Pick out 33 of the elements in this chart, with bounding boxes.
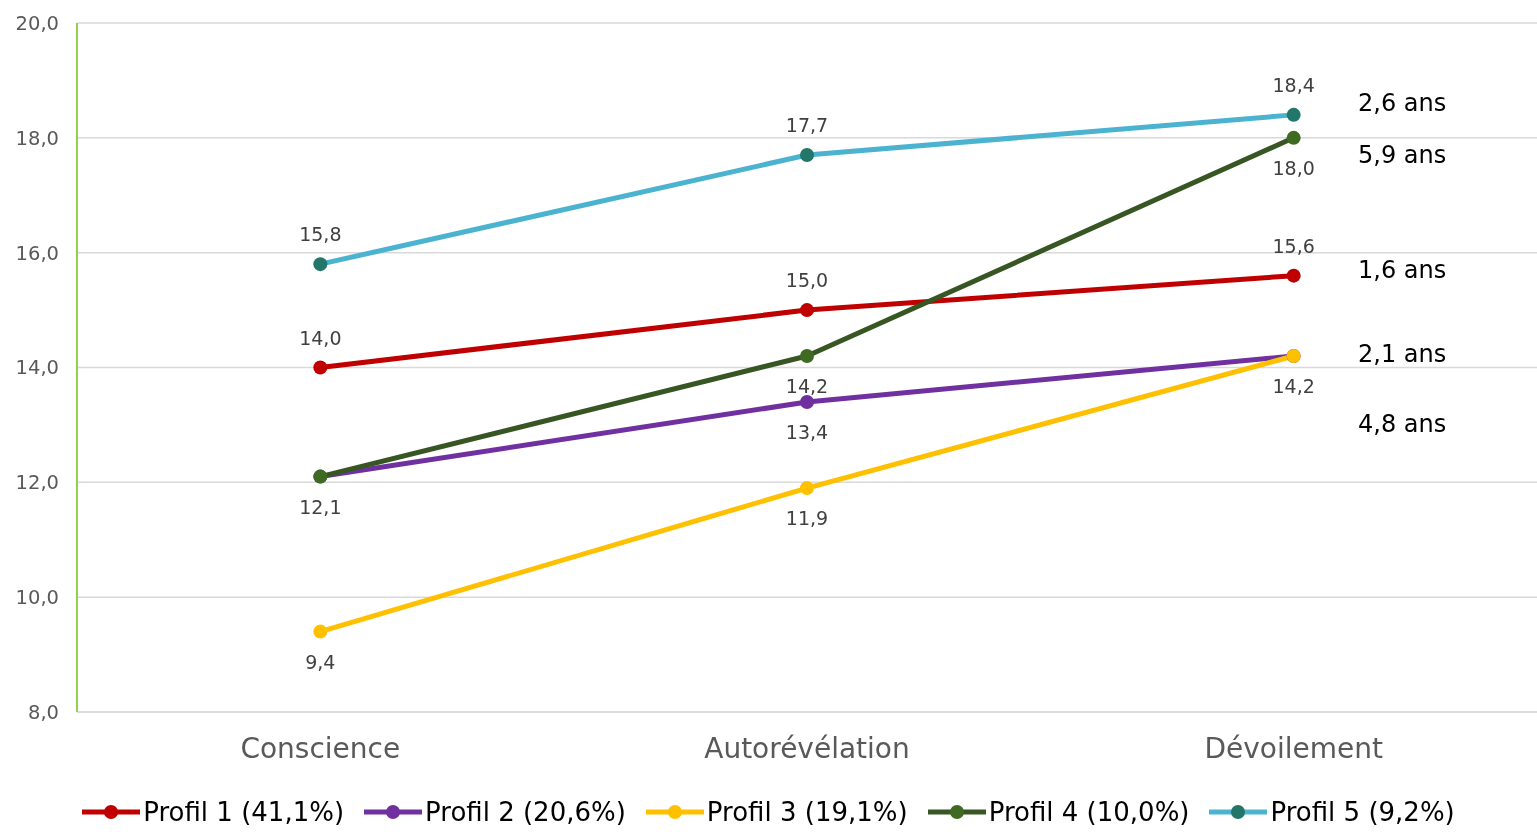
data-label: 15,8 [299, 223, 342, 246]
y-tick-label: 10,0 [15, 586, 59, 610]
data-label: 18,0 [1272, 156, 1315, 179]
legend-label: Profil 3 (19,1%) [706, 797, 908, 827]
y-tick-label: 14,0 [15, 356, 59, 380]
data-label: 9,4 [305, 650, 336, 673]
legend-label: Profil 1 (41,1%) [143, 797, 345, 827]
data-label: 15,0 [785, 269, 829, 292]
data-label: 14,2 [1272, 375, 1315, 398]
data-label: 11,9 [785, 507, 829, 530]
data-label: 15,6 [1272, 234, 1315, 257]
annotation: 2,1 ans [1358, 339, 1447, 369]
annotation: 5,9 ans [1358, 140, 1447, 170]
y-tick-label: 8,0 [27, 700, 59, 724]
x-tick-label: Conscience [240, 731, 401, 765]
annotation: 1,6 ans [1358, 255, 1447, 285]
legend-label: Profil 5 (9,2%) [1270, 797, 1455, 827]
x-tick-label: Dévoilement [1204, 731, 1383, 765]
data-label: 14,0 [299, 326, 342, 349]
legend-label: Profil 4 (10,0%) [988, 797, 1190, 827]
y-tick-label: 18,0 [15, 126, 59, 150]
x-tick-label: Autorévélation [704, 731, 910, 765]
annotation: 4,8 ans [1358, 409, 1447, 439]
data-label: 14,2 [785, 375, 829, 398]
data-label: 13,4 [785, 420, 829, 443]
annotation: 2,6 ans [1358, 88, 1447, 118]
y-tick-label: 20,0 [15, 11, 59, 35]
y-tick-label: 16,0 [15, 241, 59, 265]
legend-label: Profil 2 (20,6%) [425, 797, 626, 827]
data-label: 18,4 [1272, 73, 1315, 96]
data-label: 17,7 [785, 114, 829, 137]
data-label: 12,1 [299, 495, 342, 518]
y-tick-label: 12,0 [15, 471, 59, 495]
